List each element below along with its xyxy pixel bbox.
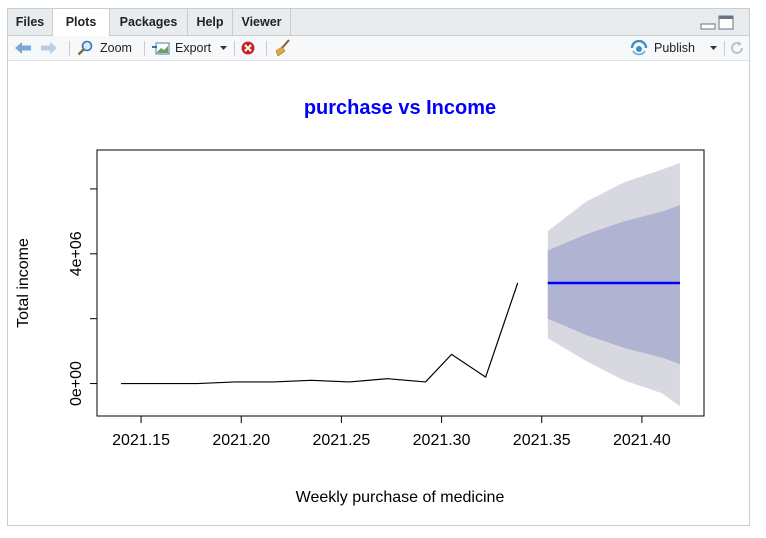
x-tick-label: 2021.30	[413, 432, 471, 449]
forward-arrow-icon	[41, 42, 57, 54]
x-tick-label: 2021.35	[513, 432, 571, 449]
publish-label: Publish	[654, 41, 695, 55]
plots-pane: Files Plots Packages Help Viewer	[7, 8, 750, 526]
forward-button[interactable]	[40, 36, 60, 60]
broom-icon	[275, 39, 290, 57]
x-tick-label: 2021.15	[112, 432, 170, 449]
refresh-icon	[731, 41, 743, 54]
publish-button[interactable]: Publish	[630, 36, 718, 60]
forecast-intervals	[547, 162, 680, 407]
export-button[interactable]: Export	[151, 36, 227, 60]
forecast-band-80	[547, 205, 680, 365]
window-controls	[699, 15, 739, 31]
tab-help[interactable]: Help	[188, 9, 233, 35]
toolbar-separator	[234, 41, 235, 56]
zoom-button[interactable]: Zoom	[77, 36, 137, 60]
tab-viewer[interactable]: Viewer	[233, 9, 291, 35]
toolbar-separator	[266, 41, 267, 56]
publish-icon	[630, 40, 648, 56]
maximize-icon[interactable]	[718, 15, 734, 30]
refresh-button[interactable]	[729, 36, 747, 60]
back-arrow-icon	[15, 42, 31, 54]
y-tick-label: 4e+06	[68, 231, 85, 276]
x-tick-label: 2021.20	[212, 432, 270, 449]
chevron-down-icon	[710, 46, 717, 50]
toolbar-separator	[724, 41, 725, 56]
plots-toolbar: Zoom Export	[8, 36, 749, 61]
plot-area: purchase vs Income 2021.15 2021.20 2021.25…	[8, 61, 749, 525]
tab-bar: Files Plots Packages Help Viewer	[8, 9, 749, 36]
chart-title: purchase vs Income	[304, 97, 496, 119]
plot-frame	[96, 149, 705, 417]
tab-packages[interactable]: Packages	[110, 9, 188, 35]
clear-all-button[interactable]	[274, 36, 294, 60]
zoom-icon	[77, 40, 93, 56]
export-icon	[152, 42, 170, 55]
x-axis-label: Weekly purchase of medicine	[296, 489, 505, 506]
forecast-chart: purchase vs Income 2021.15 2021.20 2021.25…	[15, 97, 705, 506]
y-tick-label: 0e+00	[68, 361, 85, 406]
series-line	[121, 282, 519, 385]
x-tick-label: 2021.40	[613, 432, 671, 449]
tab-files[interactable]: Files	[8, 9, 53, 35]
y-axis-label: Total income	[15, 238, 32, 328]
x-tick-label: 2021.25	[312, 432, 370, 449]
series-layer	[121, 281, 680, 385]
x-axis: 2021.15 2021.20 2021.25 2021.30 2021.35 2021.…	[112, 416, 671, 449]
toolbar-separator	[69, 41, 70, 56]
minimize-icon[interactable]	[700, 23, 716, 30]
toolbar-separator	[144, 41, 145, 56]
back-button[interactable]	[14, 36, 34, 60]
zoom-label: Zoom	[100, 41, 132, 55]
y-axis: 0e+00 4e+06	[68, 188, 97, 406]
remove-icon	[241, 41, 255, 55]
export-label: Export	[175, 41, 212, 55]
tab-plots[interactable]: Plots	[53, 9, 110, 36]
remove-plot-button[interactable]	[240, 36, 258, 60]
chevron-down-icon	[220, 46, 227, 50]
